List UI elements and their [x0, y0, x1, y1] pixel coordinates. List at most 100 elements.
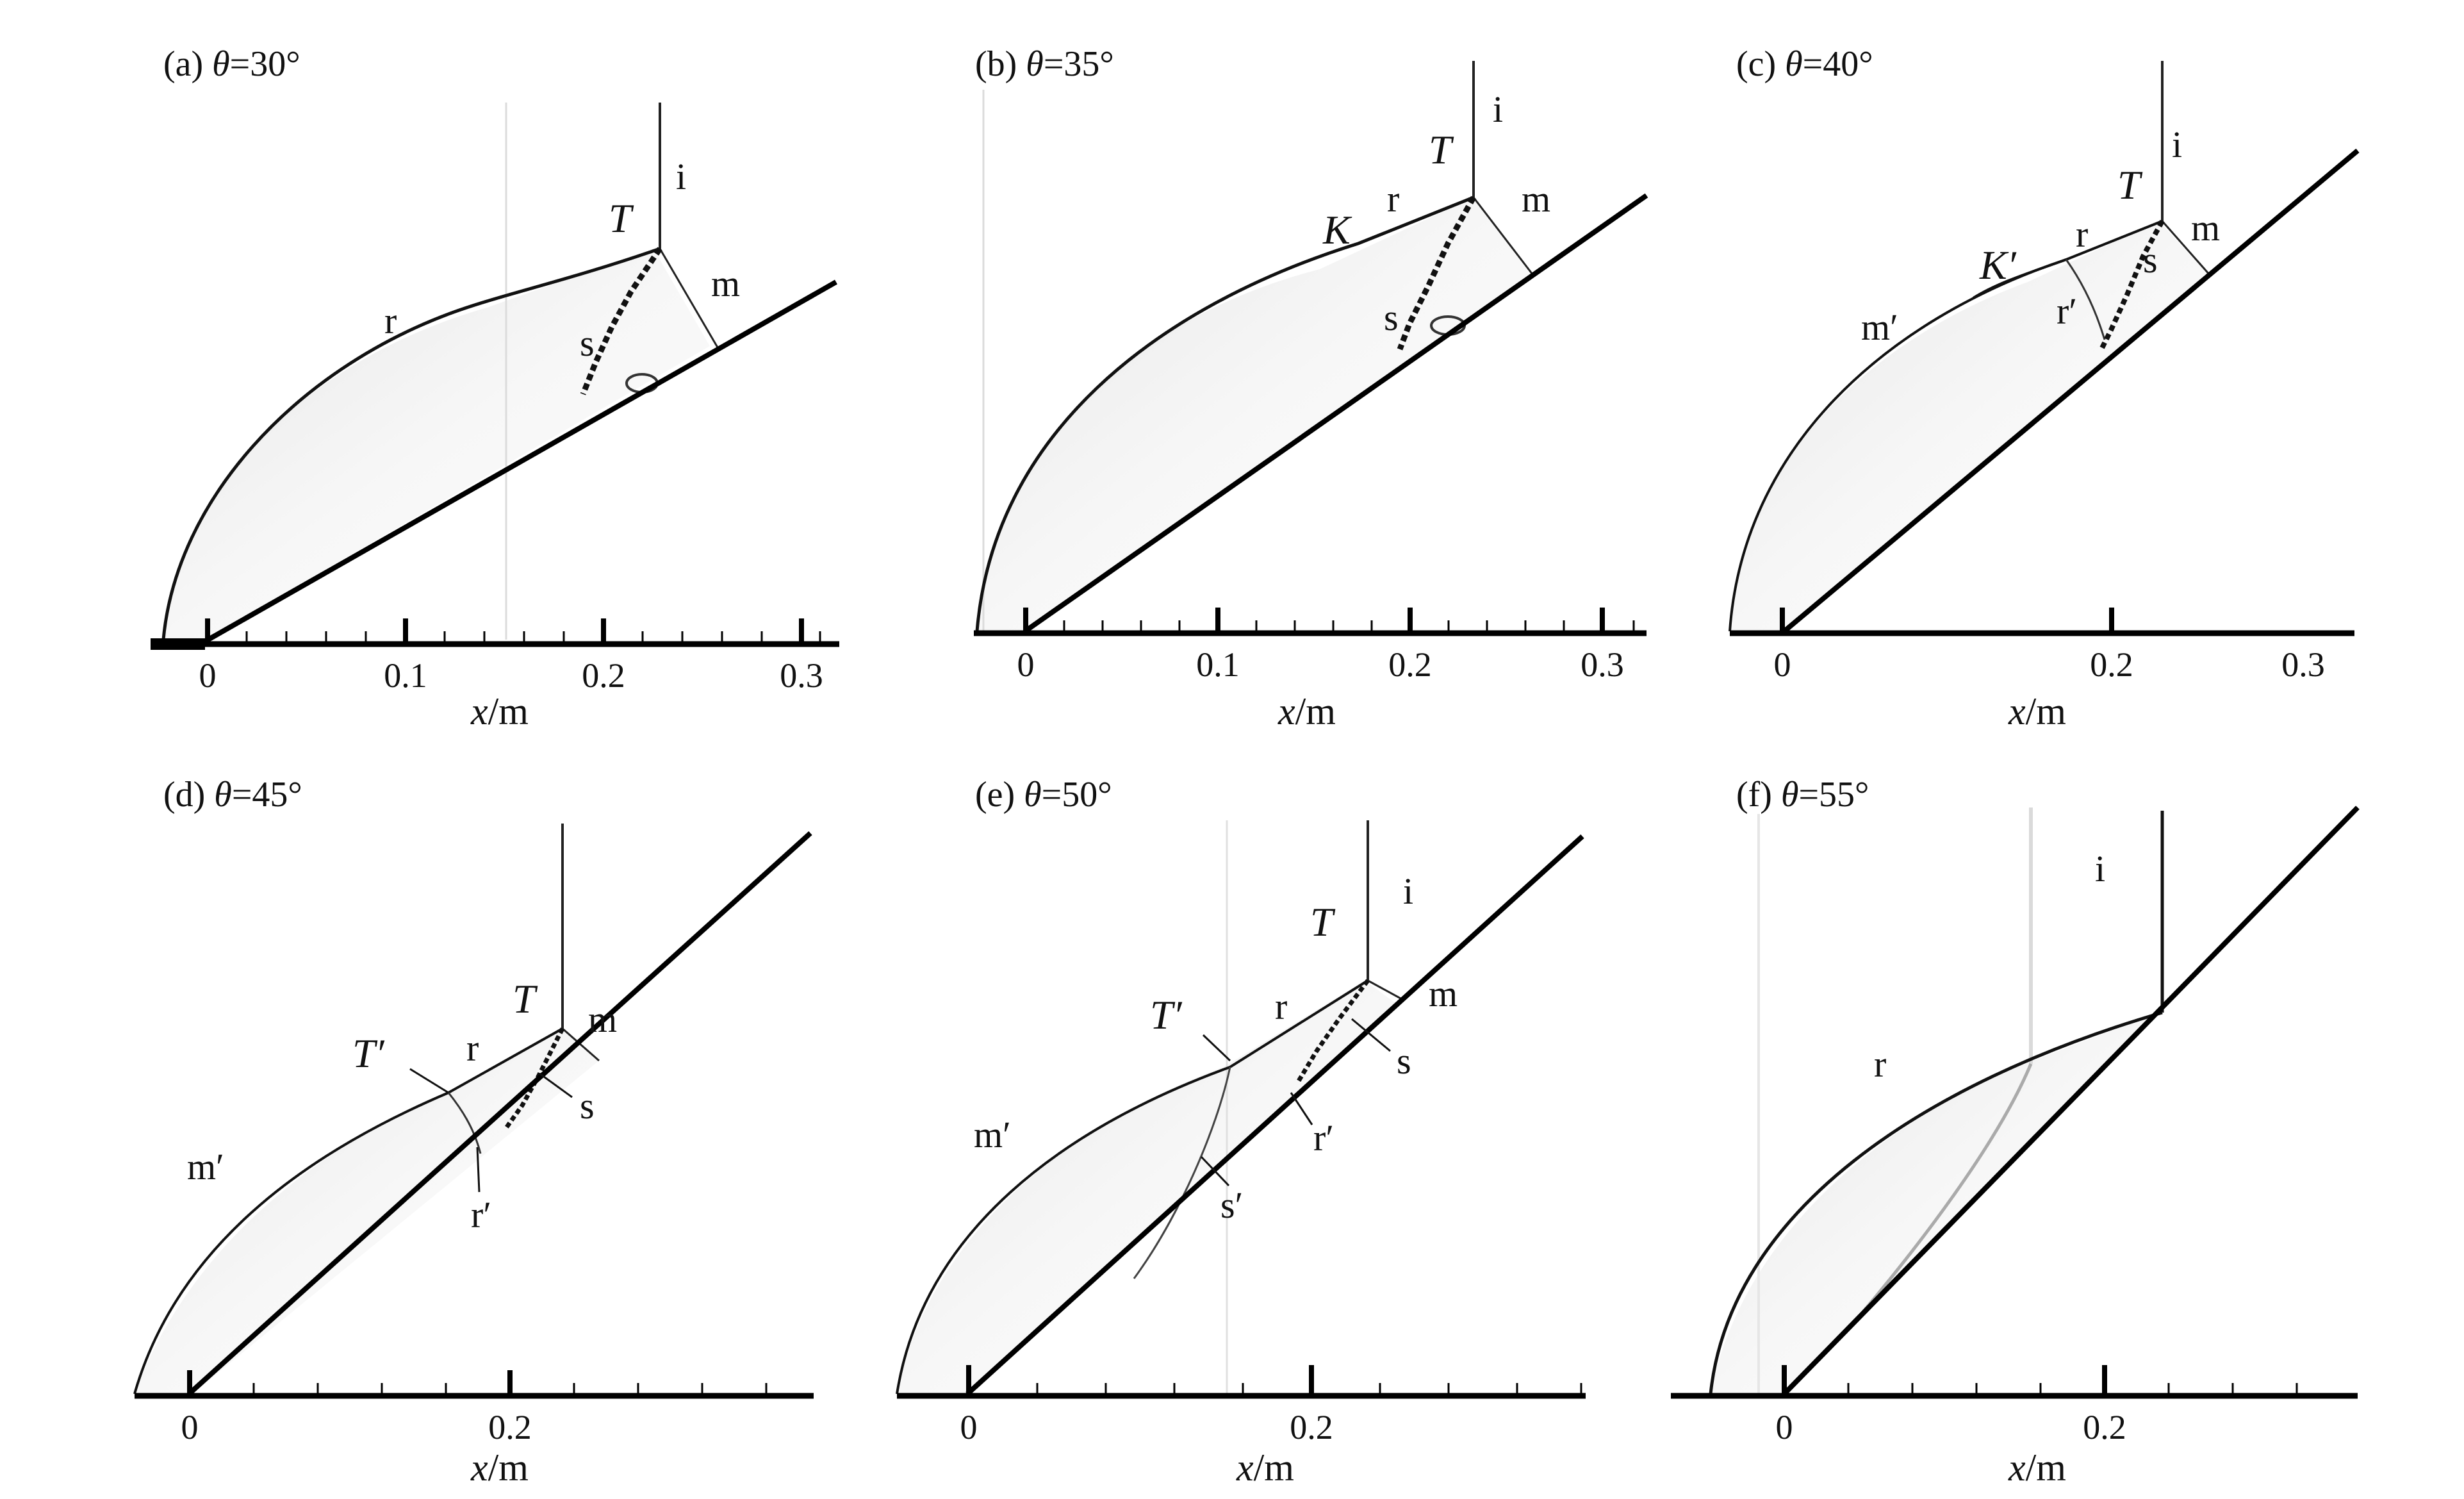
panel-f-major-ticks: [1782, 1365, 2107, 1396]
panel-f-ticks: [1847, 1383, 2298, 1396]
panel-e-major-ticks: [966, 1365, 1314, 1396]
panel-c-label-r: r: [2076, 213, 2088, 255]
panel-b-label-T: T: [1429, 127, 1454, 172]
panel-f-tick-label: 0.2: [2083, 1408, 2126, 1446]
panel-b-slip-line: [1397, 195, 1476, 351]
panel-c-label-m-prime: m′: [1861, 306, 1898, 348]
panel-a-shocked-region: [163, 249, 710, 640]
panel-e-label-s-prime: s′: [1220, 1184, 1243, 1226]
panel-f-label-i: i: [2095, 848, 2105, 890]
panel-a: (a) θ=30° 0 0.1 0.2: [151, 44, 839, 733]
panel-d-ticks: [252, 1383, 768, 1396]
panel-e-ticks: [1036, 1383, 1582, 1396]
panel-f-tick-label: 0: [1776, 1408, 1793, 1446]
panel-d-r-prime-shock: [447, 1092, 482, 1154]
panel-a-mach-stem: [659, 248, 719, 348]
panel-e: (e) θ=50° 0 0.2 x/m T i m T′ r s r′ m′: [896, 775, 1586, 1489]
panel-c-label-T: T: [2117, 162, 2143, 208]
panel-d-mach-stem: [562, 1027, 600, 1062]
panel-a-major-ticks: [205, 618, 804, 644]
panel-c-major-ticks: [1780, 608, 2114, 633]
panel-e-leader-T-prime: [1202, 1034, 1231, 1062]
panel-f-reflected-shock: [1709, 1011, 2163, 1395]
panel-e-mach-stem: [1367, 979, 1404, 1001]
panel-c-label-r-prime: r′: [2057, 290, 2077, 332]
panel-b-tick-label: 0: [1017, 645, 1035, 684]
panel-a-x-label: x/m: [470, 690, 529, 733]
panel-e-label-T-prime: T′: [1150, 992, 1183, 1038]
panel-b-label-K: K: [1322, 207, 1352, 253]
panel-d-tick-label: 0.2: [488, 1408, 532, 1446]
panel-e-x-label: x/m: [1236, 1446, 1294, 1489]
panel-a-tick-label: 0.2: [582, 656, 625, 695]
panel-e-label-r: r: [1275, 986, 1287, 1027]
panel-a-tick-label: 0.3: [780, 656, 823, 695]
panel-c-mach-stem: [2161, 220, 2212, 276]
panel-f-x-label: x/m: [2008, 1446, 2066, 1489]
panel-c-wedge: [1782, 148, 2360, 634]
panel-d-leader-r-prime: [476, 1147, 480, 1193]
panel-d-label-r: r: [466, 1027, 479, 1069]
panel-e-s-prime-line: [1133, 1066, 1231, 1279]
panel-e-label-T: T: [1310, 899, 1336, 945]
panel-c-slip-line: [2099, 220, 2165, 351]
panel-d-label-T-prime: T′: [352, 1031, 385, 1076]
panel-b-tick-label: 0.3: [1581, 645, 1624, 684]
panel-a-label-T: T: [609, 195, 634, 241]
panel-b-label-m: m: [1522, 178, 1550, 220]
panel-d-title: (d) θ=45°: [163, 775, 302, 815]
panel-b-title: (b) θ=35°: [975, 44, 1114, 84]
panel-b-major-ticks: [1023, 608, 1605, 633]
panel-e-label-s: s: [1397, 1040, 1411, 1082]
panel-d: (d) θ=45° 0 0.2 x/m T m T′ r s m′ r′: [133, 775, 814, 1489]
panel-c-reflected-shock-m-prime: [1729, 258, 2067, 632]
panel-d-wedge: [187, 831, 812, 1396]
panel-c-label-m: m: [2191, 207, 2220, 249]
panel-a-title: (a) θ=30°: [163, 44, 300, 84]
panel-b-ticks: [1063, 620, 1635, 633]
panel-a-slip-line: [580, 247, 662, 395]
panel-c: (c) θ=40° 0 0.2 0.3 x/m T i m K′ r s r′ …: [1729, 44, 2360, 733]
panel-c-shocked-region: [1730, 221, 2209, 631]
panel-e-tick-label: 0.2: [1290, 1408, 1333, 1446]
panel-e-label-m: m: [1429, 973, 1458, 1015]
panel-d-reflected-shock: [133, 1027, 563, 1395]
panel-f-label-r: r: [1874, 1043, 1886, 1085]
panel-f-wedge: [1782, 806, 2360, 1396]
panel-d-label-s: s: [580, 1085, 595, 1127]
panel-c-label-s: s: [2143, 239, 2158, 281]
panel-d-label-m-prime: m′: [187, 1146, 224, 1188]
panel-f: (f) θ=55° 0 0.2 x/m i r: [1671, 775, 2360, 1489]
panel-d-label-r-prime: r′: [471, 1194, 491, 1236]
panel-b-tick-label: 0.2: [1388, 645, 1432, 684]
panel-a-label-r: r: [384, 300, 397, 342]
panel-d-slip-line: [504, 1027, 565, 1130]
panel-b-tick-label: 0.1: [1196, 645, 1240, 684]
panel-a-tick-label: 0.1: [384, 656, 427, 695]
panel-a-reflected-shock: [161, 247, 661, 640]
panel-c-tick-label: 0: [1774, 645, 1791, 684]
panel-e-label-i: i: [1403, 870, 1413, 912]
panel-e-leader-s: [1351, 1018, 1391, 1052]
panel-a-ticks: [245, 631, 821, 644]
panel-c-r-prime-shock: [2065, 259, 2106, 340]
panel-b-label-i: i: [1493, 88, 1503, 130]
panel-b-label-s: s: [1384, 297, 1399, 338]
panel-e-reflected-shock: [896, 979, 1369, 1395]
panel-c-tick-label: 0.3: [2281, 645, 2325, 684]
panel-f-inner-wave: [1844, 1063, 2033, 1334]
panel-b-x-label: x/m: [1277, 690, 1336, 733]
panel-f-shocked-region: [1711, 1013, 2159, 1394]
panel-d-x-label: x/m: [470, 1446, 529, 1489]
panel-c-title: (c) θ=40°: [1736, 44, 1873, 84]
panel-a-label-s: s: [580, 322, 595, 364]
panel-e-title: (e) θ=50°: [975, 775, 1112, 815]
panel-e-slip-line: [1295, 979, 1370, 1084]
panel-c-label-i: i: [2172, 124, 2182, 165]
panel-d-leader-s: [539, 1072, 573, 1098]
panel-e-label-r-prime: r′: [1313, 1117, 1334, 1159]
panel-e-tick-label: 0: [960, 1408, 978, 1446]
panel-b-wedge: [1023, 193, 1648, 634]
panel-c-label-K-prime: K′: [1979, 242, 2017, 288]
